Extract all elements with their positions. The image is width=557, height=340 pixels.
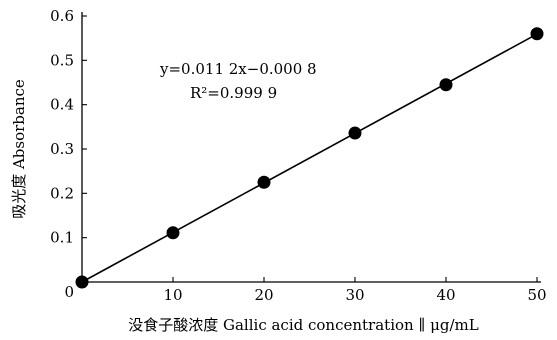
data-point bbox=[439, 78, 453, 92]
x-tick-label: 10 bbox=[163, 286, 182, 304]
r-squared-annotation: R²=0.999 9 bbox=[190, 84, 277, 102]
data-point bbox=[257, 175, 271, 189]
origin-tick-label: 0 bbox=[64, 283, 74, 301]
y-tick-label: 0.4 bbox=[50, 96, 74, 114]
x-tick-label: 20 bbox=[254, 286, 273, 304]
data-point bbox=[166, 226, 180, 240]
data-point bbox=[348, 126, 362, 140]
y-tick-label: 0.6 bbox=[50, 7, 74, 25]
regression-line bbox=[81, 33, 538, 283]
data-point bbox=[75, 275, 89, 289]
equation-annotation: y=0.011 2x−0.000 8 bbox=[159, 60, 317, 78]
x-tick-label: 30 bbox=[345, 286, 364, 304]
data-points bbox=[75, 27, 544, 289]
y-tick-label: 0.1 bbox=[50, 229, 74, 247]
y-tick-label: 0.3 bbox=[50, 140, 74, 158]
x-tick-label: 40 bbox=[436, 286, 455, 304]
ticks: 0.1 0.2 0.3 0.4 0.5 0.6 10 20 30 40 50 0 bbox=[50, 7, 546, 304]
y-axis-title: 吸光度 Absorbance bbox=[10, 79, 28, 219]
fit-line-group bbox=[81, 33, 538, 283]
y-tick-label: 0.2 bbox=[50, 184, 74, 202]
x-tick-label: 50 bbox=[527, 286, 546, 304]
data-point bbox=[530, 27, 544, 41]
y-tick-label: 0.5 bbox=[50, 51, 74, 69]
axes bbox=[81, 12, 541, 283]
x-axis-title: 没食子酸浓度 Gallic acid concentration ∥ μg/mL bbox=[128, 316, 479, 334]
